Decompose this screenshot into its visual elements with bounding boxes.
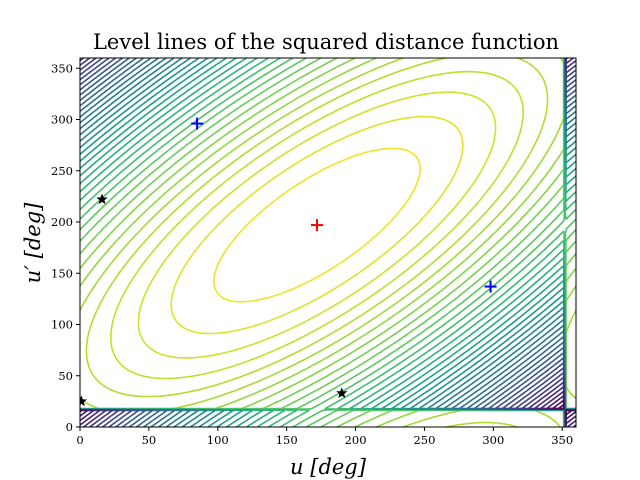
y-tick-label: 0 — [66, 420, 73, 434]
contour-level — [110, 70, 524, 380]
contour-level — [80, 58, 576, 427]
y-tick-label: 150 — [51, 266, 73, 280]
contour-level — [80, 58, 576, 427]
contour-level — [80, 58, 576, 427]
y-tick-label: 250 — [51, 164, 73, 178]
contour-level — [80, 58, 576, 427]
blue-plus-marker — [484, 280, 497, 293]
contour-level — [80, 58, 576, 427]
x-tick-label: 300 — [482, 433, 504, 447]
contour-level — [80, 58, 576, 427]
y-tick-label: 350 — [51, 61, 73, 75]
contour-level — [80, 58, 576, 427]
x-tick-label: 0 — [76, 433, 83, 447]
contour-level — [80, 58, 576, 427]
black-star-marker — [336, 387, 348, 398]
y-axis-ticks: 0 50 100 150 200 250 300 350 — [51, 61, 80, 434]
y-tick-label: 300 — [51, 113, 73, 127]
contour-level — [80, 58, 576, 427]
x-tick-label: 150 — [276, 433, 298, 447]
black-star-marker — [96, 193, 108, 205]
contour-level — [213, 147, 421, 303]
contour-level — [80, 58, 576, 427]
y-axis-label: u′ [deg] — [21, 202, 45, 283]
contour-level — [80, 58, 576, 427]
x-tick-label: 200 — [345, 433, 367, 447]
contour-level — [80, 58, 576, 427]
contour-level — [80, 58, 576, 427]
contour-level — [80, 58, 576, 427]
contour-level — [80, 58, 576, 427]
x-tick-label: 250 — [413, 433, 435, 447]
contour-level — [170, 115, 464, 335]
x-axis-ticks: 0 50 100 150 200 250 300 350 — [76, 427, 573, 447]
contour-level — [80, 58, 576, 427]
contour-level — [80, 58, 576, 427]
contour-level — [557, 403, 573, 416]
y-tick-label: 200 — [51, 215, 73, 229]
chart-title: Level lines of the squared distance func… — [93, 30, 559, 54]
contour-level — [80, 58, 576, 427]
contour-level — [80, 58, 576, 427]
contour-level — [80, 58, 576, 427]
contour-level — [80, 58, 576, 427]
contour-level — [80, 58, 576, 427]
y-tick-label: 50 — [58, 369, 73, 383]
contour-level — [80, 58, 576, 427]
y-tick-label: 100 — [51, 318, 73, 332]
blue-plus-marker — [191, 117, 204, 130]
contour-level — [80, 58, 576, 427]
contour-level — [80, 58, 576, 427]
contour-level — [137, 91, 497, 359]
contour-lines — [80, 58, 576, 427]
plot-frame — [79, 57, 577, 428]
contour-level — [80, 58, 576, 427]
contour-level — [80, 58, 576, 427]
red-plus-marker — [310, 219, 323, 232]
contour-level — [80, 58, 576, 427]
contour-level — [80, 58, 576, 427]
black-star-marker — [80, 395, 88, 407]
markers — [80, 117, 497, 407]
x-tick-label: 350 — [551, 433, 573, 447]
contour-level — [80, 58, 576, 427]
x-tick-label: 100 — [207, 433, 229, 447]
x-axis-label: u [deg] — [290, 455, 367, 479]
contour-level — [80, 58, 576, 427]
contour-level — [80, 58, 576, 427]
x-tick-label: 50 — [142, 433, 157, 447]
contour-level — [80, 58, 576, 427]
contour-level — [80, 58, 576, 427]
